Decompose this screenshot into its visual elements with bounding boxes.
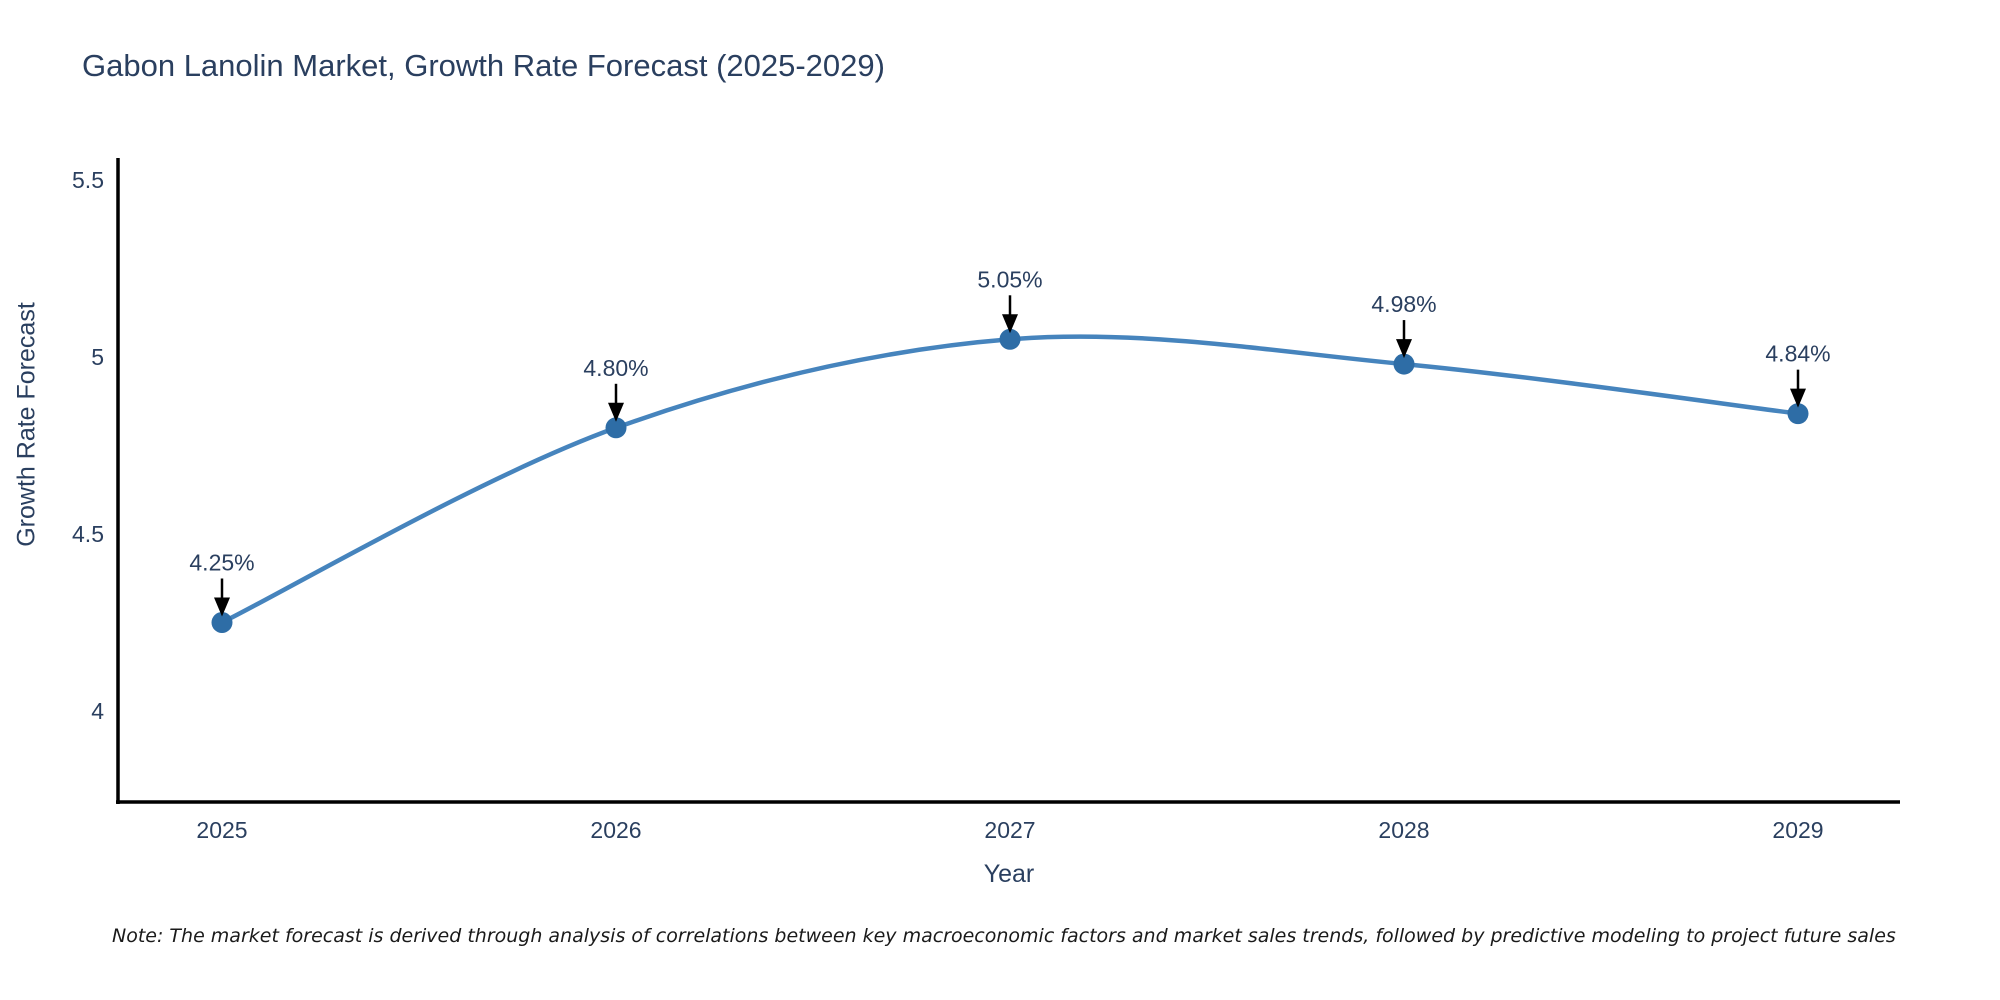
annotation-arrowhead bbox=[1002, 314, 1018, 334]
chart-title: Gabon Lanolin Market, Growth Rate Foreca… bbox=[82, 48, 885, 83]
y-tick-label: 5 bbox=[91, 344, 104, 370]
y-axis-title: Growth Rate Forecast bbox=[12, 302, 41, 547]
annotation-arrowhead bbox=[608, 402, 624, 422]
annotation-arrowhead bbox=[1396, 339, 1412, 359]
point-annotation-label: 4.84% bbox=[1765, 341, 1830, 367]
point-annotation-label: 4.25% bbox=[189, 550, 254, 576]
x-tick-label: 2028 bbox=[1378, 817, 1429, 843]
y-tick-label: 4 bbox=[91, 698, 104, 724]
point-annotation-label: 4.80% bbox=[583, 355, 648, 381]
y-tick-label: 5.5 bbox=[72, 167, 104, 193]
point-annotation-label: 5.05% bbox=[977, 266, 1042, 292]
data-point-marker[interactable] bbox=[605, 417, 627, 439]
x-tick-label: 2025 bbox=[196, 817, 247, 843]
data-point-marker[interactable] bbox=[211, 612, 233, 633]
annotation-arrowhead bbox=[1790, 388, 1806, 408]
data-point-marker[interactable] bbox=[1787, 403, 1809, 425]
point-annotation-label: 4.98% bbox=[1371, 291, 1436, 317]
data-point-marker[interactable] bbox=[999, 328, 1021, 350]
annotation-arrowhead bbox=[214, 597, 230, 617]
series-line bbox=[219, 334, 1801, 625]
x-tick-label: 2027 bbox=[984, 817, 1035, 843]
x-axis-title: Year bbox=[983, 860, 1035, 888]
x-tick-label: 2026 bbox=[590, 817, 641, 843]
data-point-marker[interactable] bbox=[1393, 353, 1415, 375]
y-tick-label: 4.5 bbox=[72, 521, 104, 547]
footnote: Note: The market forecast is derived thr… bbox=[112, 925, 1896, 947]
x-tick-label: 2029 bbox=[1772, 817, 1823, 843]
